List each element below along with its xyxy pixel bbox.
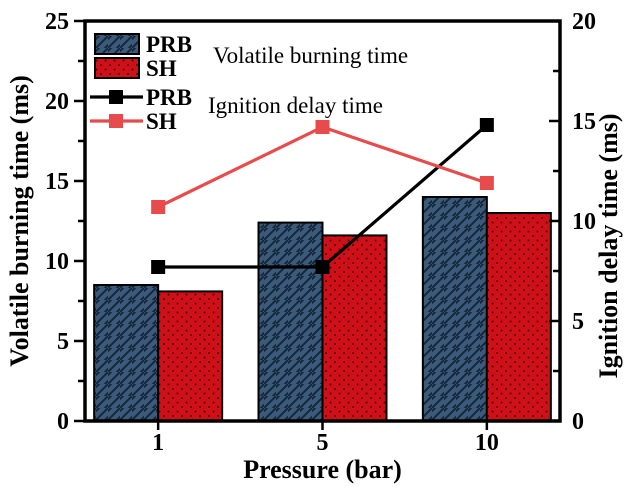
left-tick-label-15: 15: [45, 169, 69, 195]
legend-swatch-sh-bar: [94, 57, 140, 79]
bar-groups: [93, 196, 552, 422]
left-tick-label-5: 5: [57, 329, 69, 355]
bar-prb-p5: [257, 221, 324, 422]
marker-prb-p1: [151, 260, 166, 274]
bar-sh-p10: [485, 212, 552, 422]
marker-prb-p10: [479, 118, 494, 132]
left-tick-label-10: 10: [45, 249, 69, 275]
left-tick-label-25: 25: [45, 9, 69, 35]
marker-prb-p5: [315, 260, 330, 274]
x-tick-label-5: 5: [317, 430, 329, 456]
legend-swatch-prb-bar: [94, 33, 140, 55]
left-tick-label-20: 20: [45, 89, 69, 115]
right-tick-label-10: 10: [572, 209, 596, 235]
bar-sh-p1: [157, 290, 224, 422]
legend-label-sh-bar: SH: [146, 56, 177, 81]
left-tick-label-0: 0: [57, 409, 69, 435]
right-tick-label-15: 15: [572, 109, 596, 135]
bar-prb-p1: [93, 284, 160, 422]
left-axis-title: Volatile burning time (ms): [5, 75, 34, 367]
legend-marker-sh: [109, 114, 123, 128]
x-tick-label-1: 1: [152, 430, 164, 456]
right-tick-label-0: 0: [572, 409, 584, 435]
legend-label-prb-bar: PRB: [146, 32, 192, 57]
marker-sh-p1: [151, 200, 166, 214]
right-tick-label-5: 5: [572, 309, 584, 335]
right-axis-title: Ignition delay time (ms): [594, 113, 623, 378]
right-tick-label-20: 20: [572, 9, 596, 35]
axis-ticks: [74, 19, 560, 430]
legend-label-sh-line: SH: [146, 109, 177, 134]
bar-sh-p5: [321, 234, 388, 422]
annotation-ignition-delay-time: Ignition delay time: [208, 93, 383, 118]
marker-sh-p10: [479, 176, 494, 190]
marker-sh-p5: [315, 120, 330, 134]
annotation-volatile-burning-time: Volatile burning time: [213, 43, 408, 68]
x-tick-label-10: 10: [475, 430, 499, 456]
legend-label-prb-line: PRB: [146, 85, 192, 110]
x-axis-title: Pressure (bar): [243, 455, 402, 484]
bar-prb-p10: [421, 196, 488, 422]
legend-marker-prb: [109, 90, 123, 104]
